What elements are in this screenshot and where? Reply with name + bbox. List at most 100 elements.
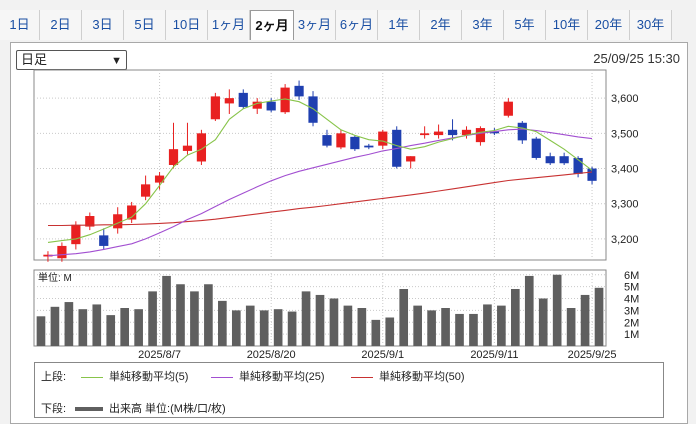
sma25-line bbox=[47, 128, 593, 257]
candle-up bbox=[336, 133, 346, 148]
tab-7[interactable]: 2ヶ月 bbox=[250, 10, 294, 40]
tab-11[interactable]: 2年 bbox=[420, 10, 462, 40]
candle-down bbox=[266, 101, 276, 111]
legend-sma50-swatch bbox=[351, 376, 373, 378]
candle-up bbox=[280, 87, 290, 113]
tab-12[interactable]: 3年 bbox=[462, 10, 504, 40]
moving-averages bbox=[47, 98, 593, 257]
date-tick-label: 2025/9/25 bbox=[568, 349, 617, 361]
volume-bar bbox=[538, 298, 548, 346]
candle-up bbox=[141, 184, 151, 197]
volume-bar bbox=[399, 289, 409, 346]
candle-up bbox=[406, 156, 416, 162]
legend-upper-label: 上段: bbox=[41, 371, 67, 383]
volume-tick-label: 5M bbox=[624, 282, 639, 294]
legend-volume-label: 出来高 単位:(M株/口/枚) bbox=[109, 403, 226, 415]
volume-tick-label: 6M bbox=[624, 270, 639, 282]
candle-down bbox=[350, 136, 360, 150]
volume-tick-label: 3M bbox=[624, 305, 639, 317]
candle-up bbox=[71, 224, 81, 245]
legend-sma50: 単純移動平均(50) bbox=[351, 368, 465, 384]
candle-up bbox=[113, 214, 123, 229]
candle-up bbox=[378, 131, 388, 146]
candle-down bbox=[238, 92, 248, 107]
candle-up bbox=[196, 133, 207, 162]
volume-bar bbox=[455, 313, 464, 346]
volume-bar bbox=[594, 287, 604, 346]
price-tick-label: 3,300 bbox=[611, 199, 639, 211]
date-tick-label: 2025/9/11 bbox=[470, 349, 518, 361]
candle-down bbox=[517, 122, 527, 141]
legend-sma50-label: 単純移動平均(50) bbox=[379, 371, 465, 383]
candle-up bbox=[252, 101, 262, 109]
price-tick-label: 3,200 bbox=[611, 234, 639, 246]
candle-up bbox=[503, 101, 513, 116]
volume-bar bbox=[413, 305, 422, 346]
candle-up bbox=[224, 98, 234, 104]
tab-5[interactable]: 10日 bbox=[166, 10, 208, 40]
price-tick-label: 3,400 bbox=[611, 164, 639, 176]
tab-8[interactable]: 3ヶ月 bbox=[294, 10, 336, 40]
candles bbox=[43, 80, 597, 262]
candle-down bbox=[294, 85, 304, 97]
volume-bar bbox=[78, 309, 88, 346]
chevron-down-icon: ▼ bbox=[111, 55, 122, 67]
candle-up bbox=[57, 245, 67, 259]
datetime: 25/09/25 15:30 bbox=[593, 51, 680, 66]
volume-tick-label: 4M bbox=[624, 294, 639, 306]
period-select-value: 日足 bbox=[21, 52, 48, 67]
tab-10[interactable]: 1年 bbox=[378, 10, 420, 40]
legend-box: 上段: 単純移動平均(5) 単純移動平均(25) 単純移動平均(50) 下段: … bbox=[34, 362, 664, 418]
tab-3[interactable]: 3日 bbox=[82, 10, 124, 40]
legend-sma5-swatch bbox=[81, 376, 103, 378]
tab-15[interactable]: 20年 bbox=[588, 10, 630, 40]
tab-16[interactable]: 30年 bbox=[630, 10, 672, 40]
tab-9[interactable]: 6ヶ月 bbox=[336, 10, 378, 40]
candle-down bbox=[322, 135, 332, 146]
volume-bar bbox=[315, 294, 325, 346]
volume-tick-label: 1M bbox=[624, 329, 639, 341]
candle-up bbox=[43, 254, 53, 257]
sma5-line bbox=[47, 98, 593, 243]
tab-2[interactable]: 2日 bbox=[40, 10, 82, 40]
volume-bar bbox=[371, 319, 381, 346]
volume-bar bbox=[176, 284, 185, 346]
date-tick-label: 2025/9/1 bbox=[361, 349, 404, 361]
volume-bar bbox=[245, 305, 255, 346]
tab-13[interactable]: 5年 bbox=[504, 10, 546, 40]
candle-down bbox=[308, 96, 318, 123]
tab-1[interactable]: 1日 bbox=[0, 10, 40, 40]
candle-up bbox=[210, 96, 220, 120]
candle-down bbox=[545, 156, 555, 164]
volume-bar bbox=[64, 302, 74, 346]
candle-down bbox=[559, 156, 569, 164]
volume-bar bbox=[357, 308, 367, 346]
legend-volume: 出来高 単位:(M株/口/枚) bbox=[75, 400, 226, 416]
volume-bar bbox=[50, 306, 60, 346]
volume-unit-label: 単位: M bbox=[38, 271, 72, 284]
volume-bar bbox=[218, 300, 227, 346]
volume-bar bbox=[329, 298, 339, 346]
candle-up bbox=[85, 216, 95, 227]
volume-bar bbox=[231, 310, 241, 346]
legend-sma25-swatch bbox=[211, 376, 233, 378]
volume-bar bbox=[134, 309, 143, 346]
volume-bar bbox=[259, 310, 269, 346]
candle-up bbox=[127, 205, 137, 220]
date-tick-label: 2025/8/20 bbox=[247, 349, 296, 361]
volume-tick-label: 2M bbox=[624, 317, 639, 329]
candle-up bbox=[420, 133, 430, 136]
legend-sma5-label: 単純移動平均(5) bbox=[109, 371, 189, 383]
candle-down bbox=[573, 157, 583, 174]
candle-down bbox=[99, 235, 109, 246]
volume-bar bbox=[190, 291, 199, 346]
tab-4[interactable]: 5日 bbox=[124, 10, 166, 40]
tab-6[interactable]: 1ヶ月 bbox=[208, 10, 250, 40]
volume-bar bbox=[497, 305, 506, 346]
volume-bar bbox=[162, 275, 171, 346]
volume-bar bbox=[204, 284, 213, 346]
tab-14[interactable]: 10年 bbox=[546, 10, 588, 40]
date-tick-label: 2025/8/7 bbox=[138, 349, 181, 361]
candle-up bbox=[475, 128, 486, 143]
